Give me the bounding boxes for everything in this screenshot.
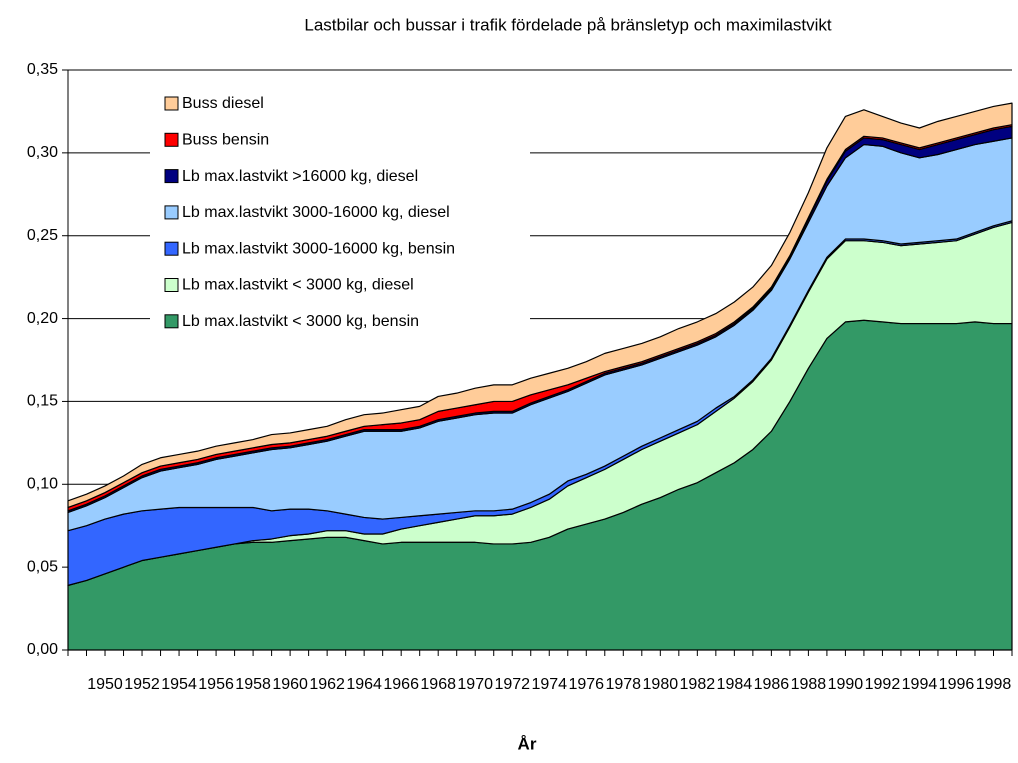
x-tick-label: 1966 [383, 676, 419, 693]
x-tick-label: 1996 [939, 676, 975, 693]
x-tick-label: 1998 [976, 676, 1012, 693]
x-tick-label: 1994 [902, 676, 938, 693]
x-tick-label: 1990 [828, 676, 864, 693]
x-tick-label: 1988 [791, 676, 827, 693]
legend-swatch [164, 96, 179, 111]
x-axis-title: År [518, 734, 537, 753]
x-tick-label: 1956 [198, 676, 234, 693]
legend-swatch [164, 278, 179, 292]
legend-label: Lb max.lastvikt >16000 kg, diesel [182, 168, 418, 185]
legend-box [150, 83, 530, 342]
x-tick-label: 1972 [494, 676, 530, 693]
legend-swatch [164, 205, 179, 220]
x-tick-label: 1976 [568, 676, 604, 693]
x-tick-label: 1952 [124, 676, 160, 693]
y-tick-label: 0,00 [27, 641, 58, 658]
x-tick-label: 1982 [680, 676, 716, 693]
x-tick-label: 1954 [161, 676, 197, 693]
y-tick-label: 0,35 [27, 61, 58, 78]
x-tick-label: 1962 [309, 676, 345, 693]
legend-swatch [164, 169, 179, 184]
area [67, 102, 1013, 509]
y-tick-label: 0,05 [27, 558, 58, 575]
x-tick-label: 1958 [235, 676, 271, 693]
y-tick-label: 0,30 [27, 144, 58, 161]
legend-swatch [164, 241, 179, 256]
x-tick-label: 1992 [865, 676, 901, 693]
x-tick-label: 1986 [754, 676, 790, 693]
legend-label: Lb max.lastvikt 3000-16000 kg, bensin [182, 240, 455, 257]
x-tick-label: 1950 [87, 676, 123, 693]
legend-swatch [164, 132, 179, 147]
legend-label: Lb max.lastvikt 3000-16000 kg, diesel [182, 204, 450, 221]
legend-swatch [164, 314, 179, 329]
y-tick-label: 0,15 [27, 393, 58, 410]
x-tick-label: 1968 [420, 676, 456, 693]
chart-title: Lastbilar och bussar i trafik fördelade … [304, 15, 832, 34]
x-tick-label: 1964 [346, 676, 382, 693]
legend-label: Lb max.lastvikt < 3000 kg, bensin [182, 313, 419, 330]
x-tick-label: 1978 [605, 676, 641, 693]
x-tick-label: 1960 [272, 676, 308, 693]
legend-label: Lb max.lastvikt < 3000 kg, diesel [182, 277, 414, 294]
x-tick-label: 1974 [531, 676, 567, 693]
y-tick-label: 0,20 [27, 310, 58, 327]
x-tick-label: 1980 [643, 676, 679, 693]
y-tick-label: 0,10 [27, 476, 58, 493]
legend-label: Buss diesel [182, 95, 264, 112]
y-tick-label: 0,25 [27, 227, 58, 244]
x-tick-label: 1984 [717, 676, 753, 693]
legend-label: Buss bensin [182, 132, 269, 149]
x-tick-label: 1970 [457, 676, 493, 693]
